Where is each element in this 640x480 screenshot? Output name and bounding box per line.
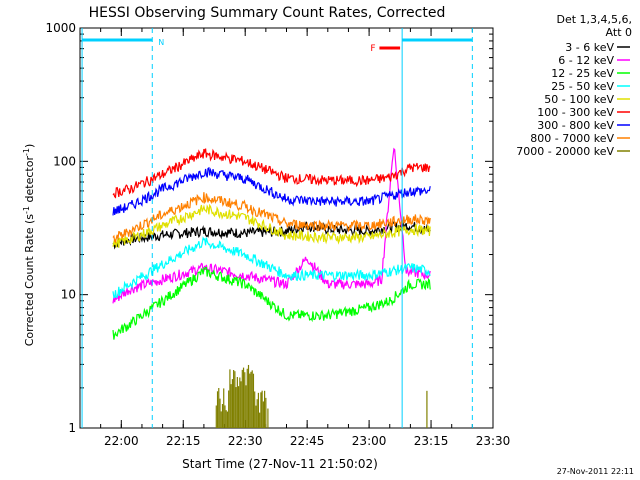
- series-line-7: [112, 166, 431, 216]
- legend-item-label: 25 - 50 keV: [551, 80, 614, 93]
- x-tick-label: 23:30: [476, 434, 511, 448]
- series-line-3: [112, 266, 431, 340]
- legend-item-label: 6 - 12 keV: [558, 54, 614, 67]
- x-tick-label: 22:30: [228, 434, 263, 448]
- legend-item: 25 - 50 keV: [551, 80, 630, 93]
- legend-item: 3 - 6 keV: [565, 41, 630, 54]
- x-tick-label: 23:00: [352, 434, 387, 448]
- legend-item: 7000 - 20000 keV: [516, 145, 630, 158]
- plot-area: 1 10 100 1000 22:00 22:15 22:30 22:45 23:00 23:15…: [45, 21, 510, 448]
- y-tick-label: 1000: [45, 21, 76, 35]
- legend-item-label: 12 - 25 keV: [551, 67, 614, 80]
- y-axis-label-mid: detector: [23, 156, 36, 206]
- series-line-5: [112, 203, 431, 248]
- y-tick-label: 1: [68, 421, 76, 435]
- y-axis-label-end: ): [23, 144, 36, 148]
- flare-label: F: [370, 44, 375, 54]
- chart-title: HESSI Observing Summary Count Rates, Cor…: [89, 5, 446, 21]
- legend-item: 300 - 800 keV: [537, 119, 630, 132]
- series-line-1: [112, 220, 431, 250]
- legend-item: 6 - 12 keV: [558, 54, 630, 67]
- y-tick-label: 10: [61, 288, 76, 302]
- series-line-6: [112, 148, 431, 199]
- legend-item-label: 100 - 300 keV: [537, 106, 614, 119]
- y-axis-label-main: Corrected Count Rate (s: [23, 214, 36, 347]
- x-tick-label: 22:15: [166, 434, 201, 448]
- legend-header-detectors: Det 1,3,4,5,6,: [556, 13, 632, 26]
- legend-header-attenuator: Att 0: [606, 26, 632, 39]
- legend-item: 50 - 100 keV: [544, 93, 630, 106]
- svg-text:Corrected Count Rate (s-1 dete: Corrected Count Rate (s-1 detector-1): [22, 144, 36, 347]
- series-line-4: [112, 236, 431, 299]
- legend-item-label: 7000 - 20000 keV: [516, 145, 614, 158]
- y-tick-label: 100: [53, 154, 76, 168]
- legend-item-label: 50 - 100 keV: [544, 93, 614, 106]
- legend-item: 100 - 300 keV: [537, 106, 630, 119]
- legend-item-label: 800 - 7000 keV: [530, 132, 614, 145]
- x-axis-label: Start Time (27-Nov-11 21:50:02): [182, 457, 378, 471]
- legend-item-label: 300 - 800 keV: [537, 119, 614, 132]
- x-tick-label: 23:15: [414, 434, 449, 448]
- y-axis-label-sup2: -1: [22, 148, 31, 156]
- legend-item-label: 3 - 6 keV: [565, 41, 614, 54]
- y-axis-label-sup1: -1: [22, 206, 31, 214]
- series-line-8: [112, 192, 431, 244]
- x-tick-label: 22:45: [290, 434, 325, 448]
- legend-item: 12 - 25 keV: [551, 67, 630, 80]
- footer-datestamp: 27-Nov-2011 22:11: [557, 467, 634, 476]
- x-tick-label: 22:00: [104, 434, 139, 448]
- night-label: N: [158, 38, 164, 47]
- legend-item: 800 - 7000 keV: [530, 132, 630, 145]
- y-axis-label: Corrected Count Rate (s-1 detector-1): [22, 144, 36, 347]
